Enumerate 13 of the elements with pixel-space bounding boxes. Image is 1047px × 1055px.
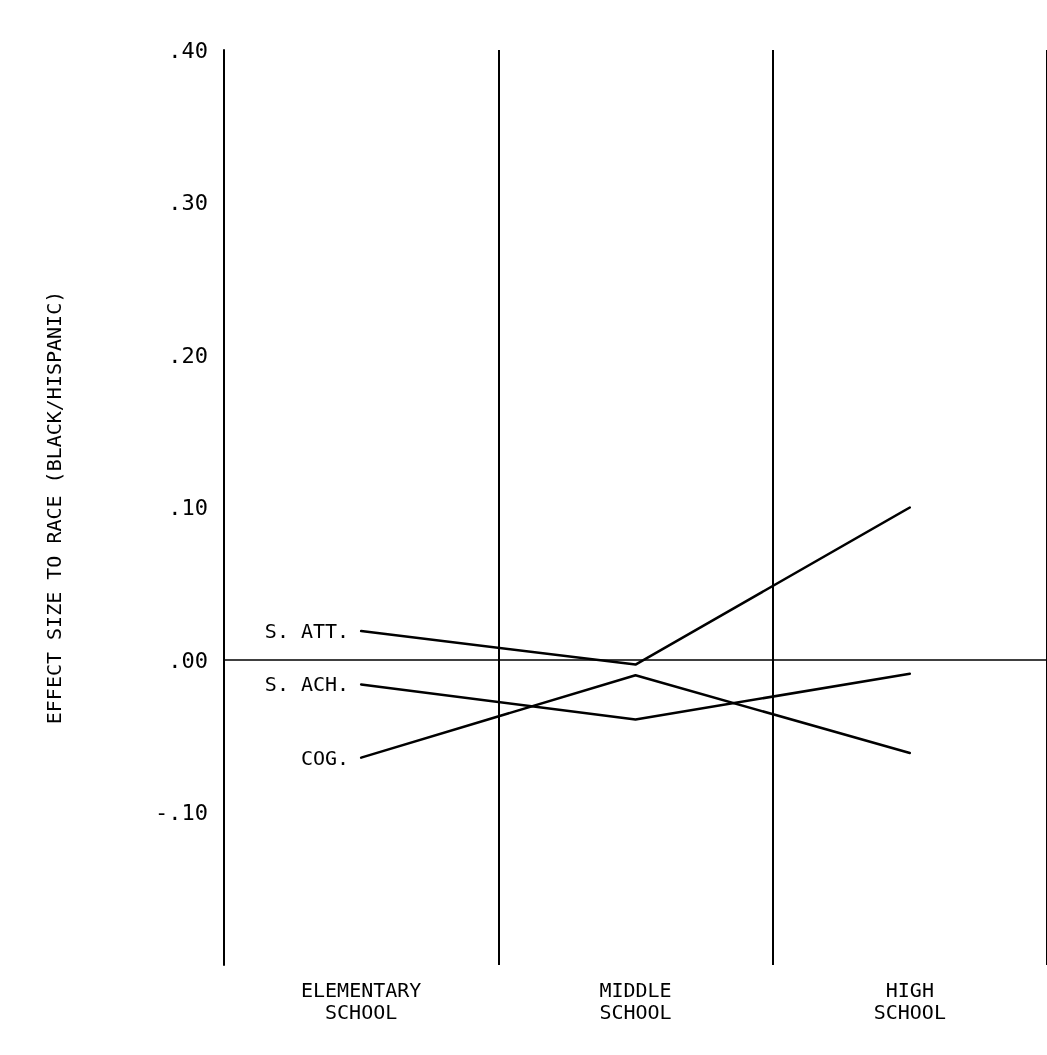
x-tick-label: MIDDLE SCHOOL <box>599 978 672 1024</box>
y-tick-label: -.10 <box>155 800 208 825</box>
y-tick-label: .10 <box>168 495 208 520</box>
x-tick-label: ELEMENTARY SCHOOL <box>300 978 422 1024</box>
series-label: S. ATT. <box>264 619 350 644</box>
y-tick-label: .30 <box>168 190 208 215</box>
x-tick-label: HIGH SCHOOL <box>873 978 946 1024</box>
y-tick-label: .40 <box>168 37 208 63</box>
series-label: S. ACH. <box>264 672 350 697</box>
y-axis-title: EFFECT SIZE TO RACE (BLACK/HISPANIC) <box>42 290 66 725</box>
y-tick-label: .00 <box>168 647 208 673</box>
series-label: COG. <box>300 745 350 770</box>
y-tick-label: .20 <box>168 342 208 368</box>
